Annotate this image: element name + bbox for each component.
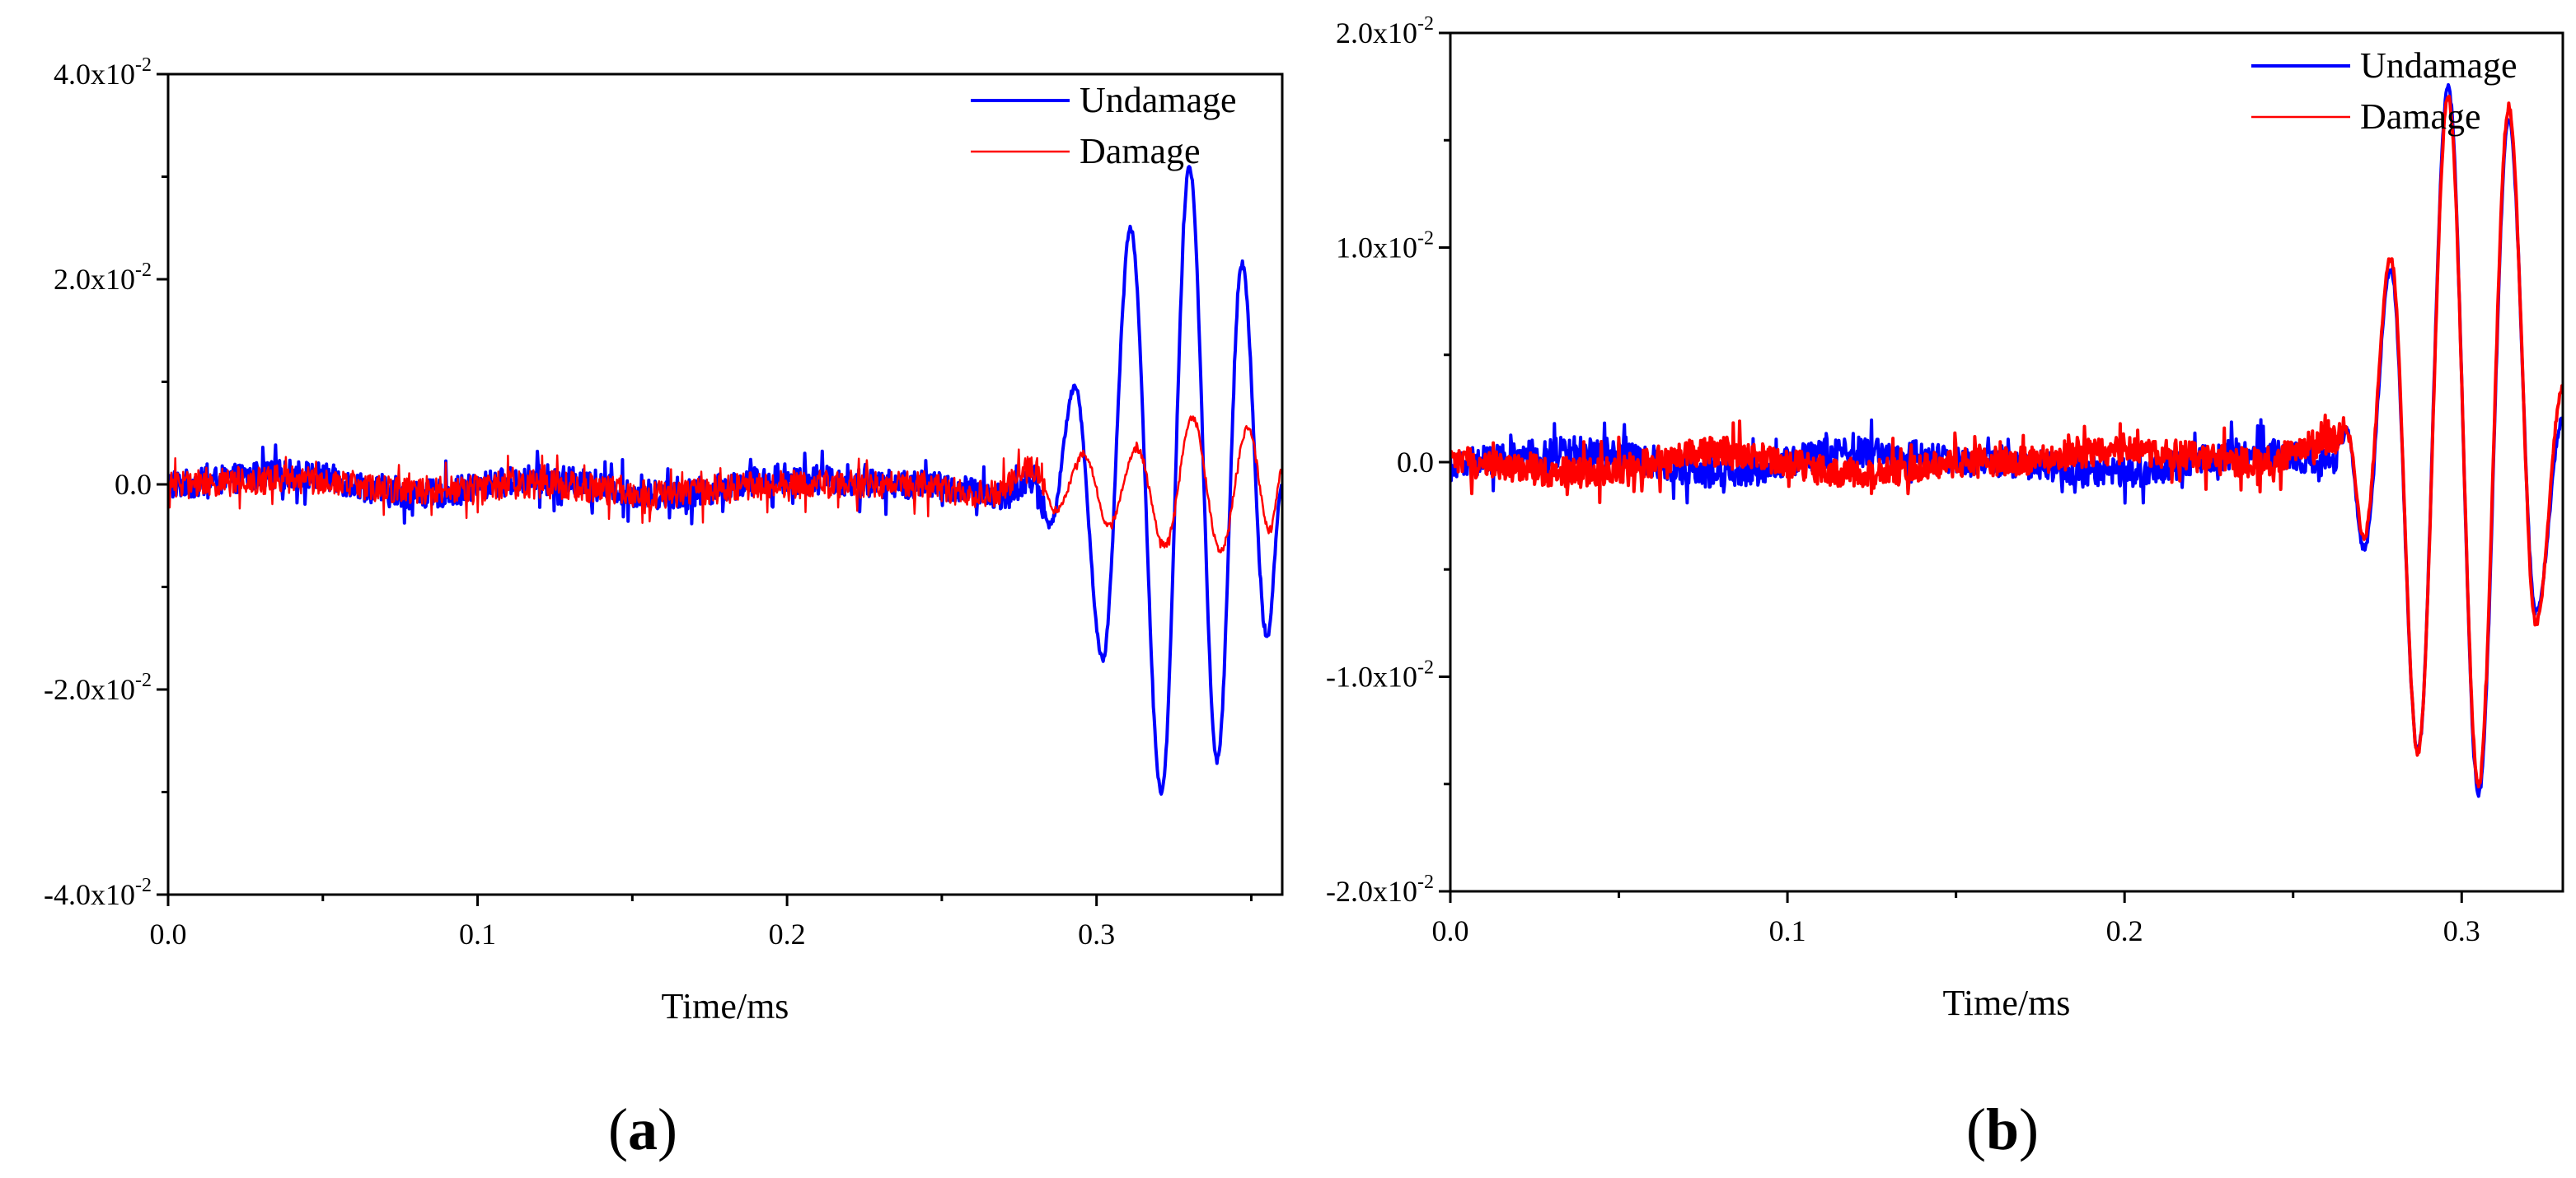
x-tick-label: 0.2 bbox=[2106, 914, 2143, 947]
x-tick-label: 0.3 bbox=[2443, 914, 2480, 947]
x-tick-label: 0.0 bbox=[1432, 914, 1469, 947]
y-tick-label: -1.0x10-2 bbox=[1326, 657, 1434, 694]
y-tick-label: 0.0 bbox=[115, 468, 152, 501]
y-tick-label: -4.0x10-2 bbox=[44, 875, 152, 911]
x-tick-label: 0.1 bbox=[1769, 914, 1806, 947]
x-axis-title: Time/ms bbox=[1943, 983, 2071, 1023]
y-tick-label: 4.0x10-2 bbox=[54, 54, 152, 91]
panel-label: (a) bbox=[608, 1096, 677, 1162]
chart-panel-a: 0.0 0.1 0.2 0.3 -4.0x10-2 -2.0x10-2 0.0 2.0x10-… bbox=[44, 54, 1282, 1162]
y-tick-label: 1.0x10-2 bbox=[1336, 228, 1434, 264]
y-tick-label: -2.0x10-2 bbox=[1326, 872, 1434, 908]
x-axis-title: Time/ms bbox=[662, 986, 789, 1026]
panel-label: (b) bbox=[1966, 1096, 2039, 1162]
y-tick-label: 0.0 bbox=[1397, 446, 1434, 479]
y-tick-label: 2.0x10-2 bbox=[54, 259, 152, 296]
y-tick-label: 2.0x10-2 bbox=[1336, 13, 1434, 49]
legend-label-damage: Damage bbox=[1080, 131, 1201, 171]
chart-panel-b: 0.0 0.1 0.2 0.3 -2.0x10-2 -1.0x10-2 0.0 1.0x10-… bbox=[1326, 13, 2563, 1162]
legend-label-undamage: Undamage bbox=[2360, 45, 2517, 86]
x-tick-label: 0.0 bbox=[150, 918, 187, 951]
x-tick-label: 0.1 bbox=[459, 918, 496, 951]
x-tick-label: 0.3 bbox=[1078, 918, 1115, 951]
x-tick-label: 0.2 bbox=[769, 918, 806, 951]
y-tick-label: -2.0x10-2 bbox=[44, 670, 152, 706]
legend-label-damage: Damage bbox=[2360, 96, 2481, 137]
legend-label-undamage: Undamage bbox=[1080, 80, 1237, 120]
